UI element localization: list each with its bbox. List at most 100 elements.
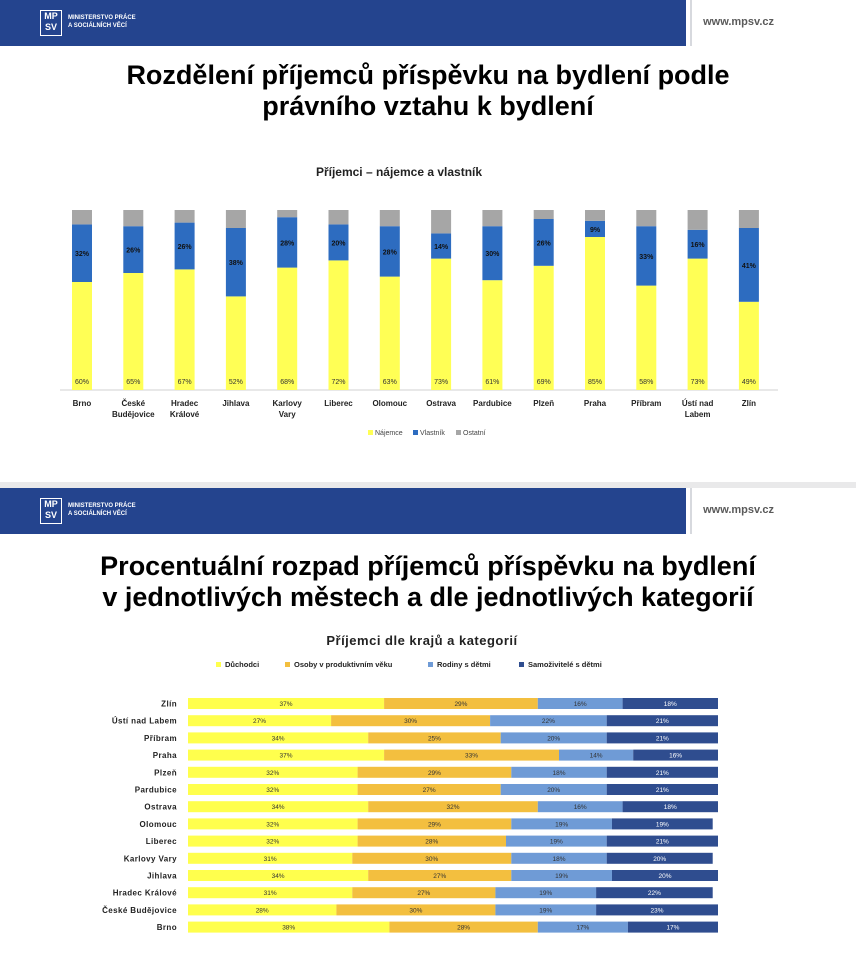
bar-ostatní-13 (738, 210, 759, 228)
data-label: 68% (280, 379, 294, 386)
bar-nájemce-6 (379, 276, 400, 390)
bar-segment-3-7 (612, 818, 713, 830)
bar-segment-3-3 (633, 749, 718, 761)
data-label: 18% (664, 701, 677, 708)
data-label: 25% (428, 735, 441, 742)
data-label: 38% (282, 925, 295, 932)
category-label: Ostrava (426, 399, 456, 408)
bar-nájemce-2 (174, 269, 195, 390)
website-url[interactable]: www.mpsv.cz (703, 16, 774, 28)
mpsv-logo-mark: MP SV (40, 10, 62, 36)
data-label: 18% (552, 856, 565, 863)
data-label: 19% (555, 873, 568, 880)
data-label: 14% (590, 753, 603, 760)
bar-segment-2-13 (537, 921, 628, 933)
data-label: 29% (428, 770, 441, 777)
data-label: 21% (656, 718, 669, 725)
data-label: 21% (656, 839, 669, 846)
legend-label: Ostatní (463, 430, 486, 437)
data-label: 28% (425, 839, 438, 846)
stacked-horizontal-bar-chart: Příjemci dle krajů a kategorií Důchodci Os… (102, 633, 718, 933)
data-label: 20% (658, 873, 671, 880)
category-label: Olomouc (372, 399, 407, 408)
bar-segment-2-12 (495, 904, 597, 916)
category-label: Králové (170, 410, 200, 419)
website-url[interactable]: www.mpsv.cz (703, 504, 774, 516)
data-label: 31% (264, 890, 277, 897)
bar-nájemce-7 (431, 258, 452, 390)
bar-segment-0-3 (188, 749, 385, 761)
category-label: Ústí nad (682, 399, 714, 408)
data-label: 18% (552, 770, 565, 777)
bar-nájemce-3 (225, 296, 246, 390)
data-label: 20% (547, 787, 560, 794)
legend-swatch (285, 662, 290, 667)
data-label: 32% (446, 804, 459, 811)
category-label: Liberec (324, 399, 353, 408)
data-label: 34% (272, 804, 285, 811)
bar-nájemce-12 (687, 258, 708, 390)
bar-segment-1-10 (368, 870, 512, 881)
bar-segment-1-13 (389, 921, 538, 933)
bar-segment-2-1 (490, 715, 607, 727)
category-label: Praha (153, 751, 177, 760)
category-label: Karlovy Vary (124, 854, 177, 863)
bar-nájemce-9 (533, 265, 554, 390)
bar-segment-0-10 (188, 870, 369, 881)
bar-segment-3-12 (596, 904, 718, 916)
data-label: 32% (75, 251, 90, 258)
mpsv-logo-mark: MP SV (40, 498, 62, 524)
bar-segment-1-9 (352, 852, 512, 864)
data-label: 28% (383, 249, 398, 256)
data-label: 27% (423, 787, 436, 794)
data-label: 58% (639, 379, 653, 386)
data-label: 30% (485, 251, 500, 258)
bar-segment-2-4 (511, 766, 607, 778)
data-label: 20% (331, 240, 346, 247)
data-label: 52% (229, 379, 243, 386)
data-label: 60% (75, 379, 89, 386)
category-label: Ostrava (144, 803, 177, 812)
slide-gap (0, 482, 856, 488)
data-label: 37% (280, 753, 293, 760)
bar-nájemce-13 (738, 301, 759, 390)
category-label: Ústí nad Labem (112, 717, 177, 726)
bar-segment-0-1 (188, 715, 332, 727)
slide-2-title: Procentuální rozpad příjemců příspěvku n… (100, 551, 756, 612)
category-label: Brno (157, 923, 177, 932)
bar-nájemce-5 (328, 260, 349, 390)
data-label: 21% (656, 770, 669, 777)
data-label: 32% (266, 821, 279, 828)
data-label: 38% (229, 260, 244, 267)
bar-vlastník-9 (533, 219, 554, 266)
data-label: 30% (404, 718, 417, 725)
bar-segment-0-9 (188, 852, 353, 864)
data-label: 65% (126, 379, 140, 386)
bar-segment-3-11 (596, 887, 713, 899)
data-label: 32% (266, 839, 279, 846)
bar-segment-1-0 (384, 698, 538, 709)
legend-swatch (428, 662, 433, 667)
legend-swatch (519, 662, 524, 667)
category-label: Plzeň (533, 399, 554, 408)
bar-segment-3-5 (606, 784, 718, 795)
bar-segment-1-5 (357, 784, 501, 795)
data-label: 33% (639, 254, 654, 261)
bar-ostatní-8 (482, 210, 503, 227)
bar-vlastník-0 (72, 224, 92, 282)
bar-ostatní-9 (533, 210, 554, 219)
mpsv-logo-text: MINISTERSTVO PRÁCE A SOCIÁLNÍCH VĚCÍ (68, 15, 136, 29)
bar-segment-3-9 (606, 852, 713, 864)
bar-vlastník-8 (482, 226, 503, 281)
category-label: Hradec (171, 399, 199, 408)
bar-segment-1-12 (336, 904, 496, 916)
bar-vlastník-1 (123, 226, 144, 273)
legend-label: Samoživitelé s dětmi (528, 660, 602, 669)
bar-segment-1-7 (357, 818, 512, 830)
chart-title: Příjemci dle krajů a kategorií (326, 633, 517, 648)
data-label: 19% (539, 907, 552, 914)
bar-vlastník-6 (379, 226, 400, 277)
bar-segment-2-7 (511, 818, 612, 830)
data-label: 49% (742, 379, 756, 386)
data-label: 73% (434, 379, 448, 386)
